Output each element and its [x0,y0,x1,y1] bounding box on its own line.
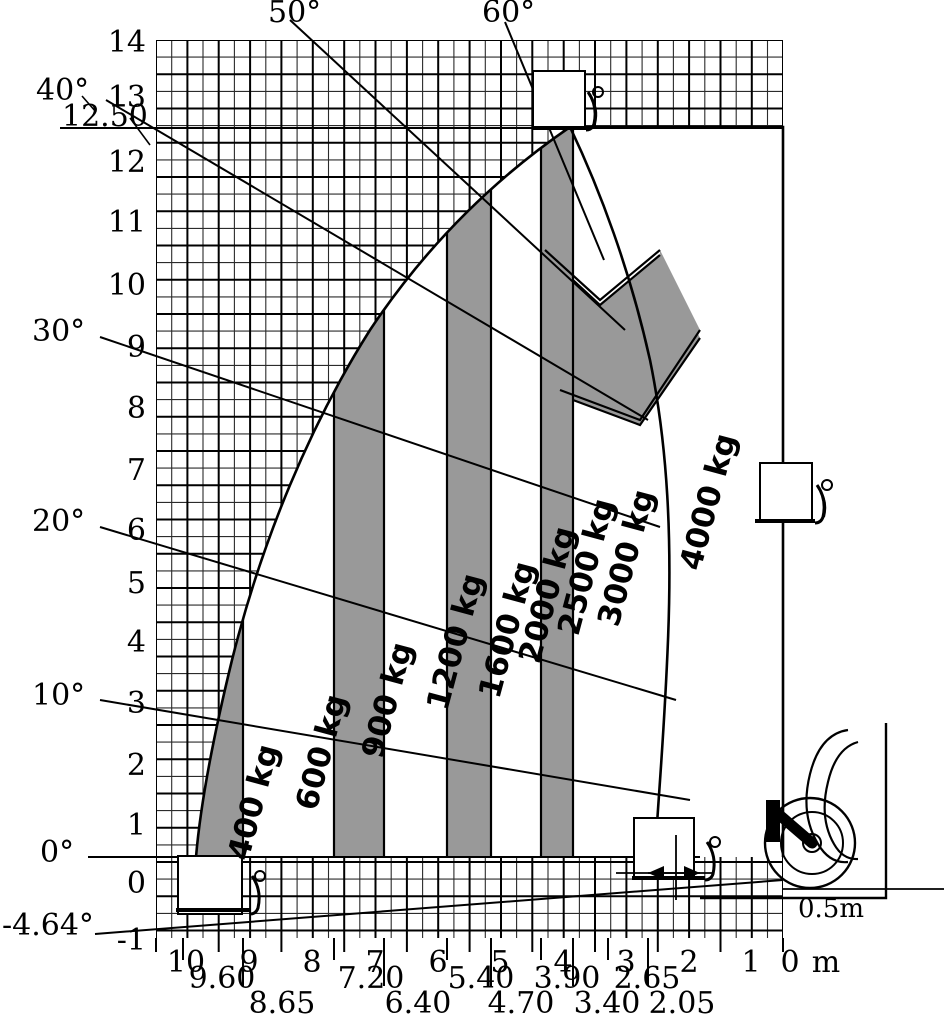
capacity-reach-ticks [182,938,649,986]
boom-angle-labels: 40° 30° 20° 10° 0° -4.64° 50° 60° [2,0,535,943]
y-axis-labels: 14 13 12 11 10 9 8 7 6 5 4 3 2 1 0 -1 [108,25,146,958]
x-label-9: 9 [239,945,258,980]
boom-angle-lines [88,19,784,935]
angle-line-10 [99,699,691,801]
angle-line-50 [289,19,626,331]
pallet-fork-icon-low-left [176,855,266,916]
y-label-7: 7 [127,453,146,488]
angle-label-10: 10° [32,678,85,713]
telehandler-icon [700,723,888,900]
capacity-reach-labels-lower: 8.65 6.40 4.70 3.40 2.05 [249,986,716,1021]
wheel-outer [763,796,857,890]
angle-line-40 [105,99,649,421]
y-label-8: 8 [127,391,146,426]
fork-offset-label: 0.5m [798,894,864,924]
x-axis-labels: 10 9 8 7 6 5 4 3 2 1 0 m [167,945,840,980]
x-axis-ticks [155,938,784,952]
band-3000kg-upper [541,127,573,507]
wheel-hub [802,833,822,853]
pallet-fork-icon-high [532,70,604,132]
wheel-mid [780,811,844,875]
y-label-4: 4 [127,625,146,660]
reach-label-390: 3.90 [534,961,601,996]
x-label-5: 5 [490,945,509,980]
y-label-6: 6 [127,513,146,548]
y-label-13: 13 [108,80,146,115]
band-step-white-1 [573,130,660,305]
reach-label-470: 4.70 [488,986,555,1021]
y-label-9: 9 [127,330,146,365]
angle-label-0: 0° [40,835,74,870]
band-2500kg-upper [491,127,541,507]
max-lift-height-label: 12.50 [62,99,148,134]
reach-label-340: 3.40 [574,986,641,1021]
x-label-1: 1 [741,945,760,980]
angle-label-20: 20° [32,504,85,539]
boom-foot [766,800,780,842]
envelope-right-limit-curve [568,126,671,858]
angle-label-30: 30° [32,314,85,349]
x-label-2: 2 [679,945,698,980]
x-label-7: 7 [365,945,384,980]
angle-line-60 [504,21,605,261]
angle-40-leader [81,95,97,113]
angle-label-neg: -4.64° [2,908,94,943]
boom-link [770,806,818,849]
angle-label-50: 50° [268,0,321,30]
x-label-4: 4 [553,945,572,980]
y-label-5: 5 [127,566,146,601]
y-label-14: 14 [108,25,146,60]
y-label-2: 2 [127,748,146,783]
working-envelope-outline [194,125,785,858]
reach-label-265: 2.65 [614,961,681,996]
reach-label-205: 2.05 [649,986,716,1021]
x-label-3: 3 [616,945,635,980]
capacity-reach-labels-upper: 9.60 7.20 5.40 3.90 2.65 [189,961,681,996]
y-label-11: 11 [108,205,146,240]
y-label-0: 0 [127,866,146,901]
max-lift-height-leader [129,117,151,146]
fork-offset-dimension [616,835,944,900]
angle-label-60: 60° [482,0,535,30]
y-label-neg1: -1 [117,923,146,958]
x-label-6: 6 [428,945,447,980]
angle-label-40: 40° [36,73,89,108]
angle-line-neg464 [94,879,784,935]
y-label-12: 12 [108,145,146,180]
y-label-3: 3 [127,686,146,721]
reach-label-540: 5.40 [448,961,515,996]
pallet-fork-icon-mid [755,462,833,525]
x-label-8: 8 [302,945,321,980]
reach-label-720: 7.20 [338,961,405,996]
y-label-1: 1 [127,808,146,843]
angle-line-30 [99,336,661,528]
reach-label-865: 8.65 [249,986,316,1021]
x-label-10: 10 [167,945,205,980]
x-axis-unit: m [812,945,840,980]
x-label-0: 0 [780,945,799,980]
reach-label-960: 9.60 [189,961,256,996]
reach-label-640: 6.40 [385,986,452,1021]
angle-line-20 [99,526,677,701]
y-label-10: 10 [108,268,146,303]
